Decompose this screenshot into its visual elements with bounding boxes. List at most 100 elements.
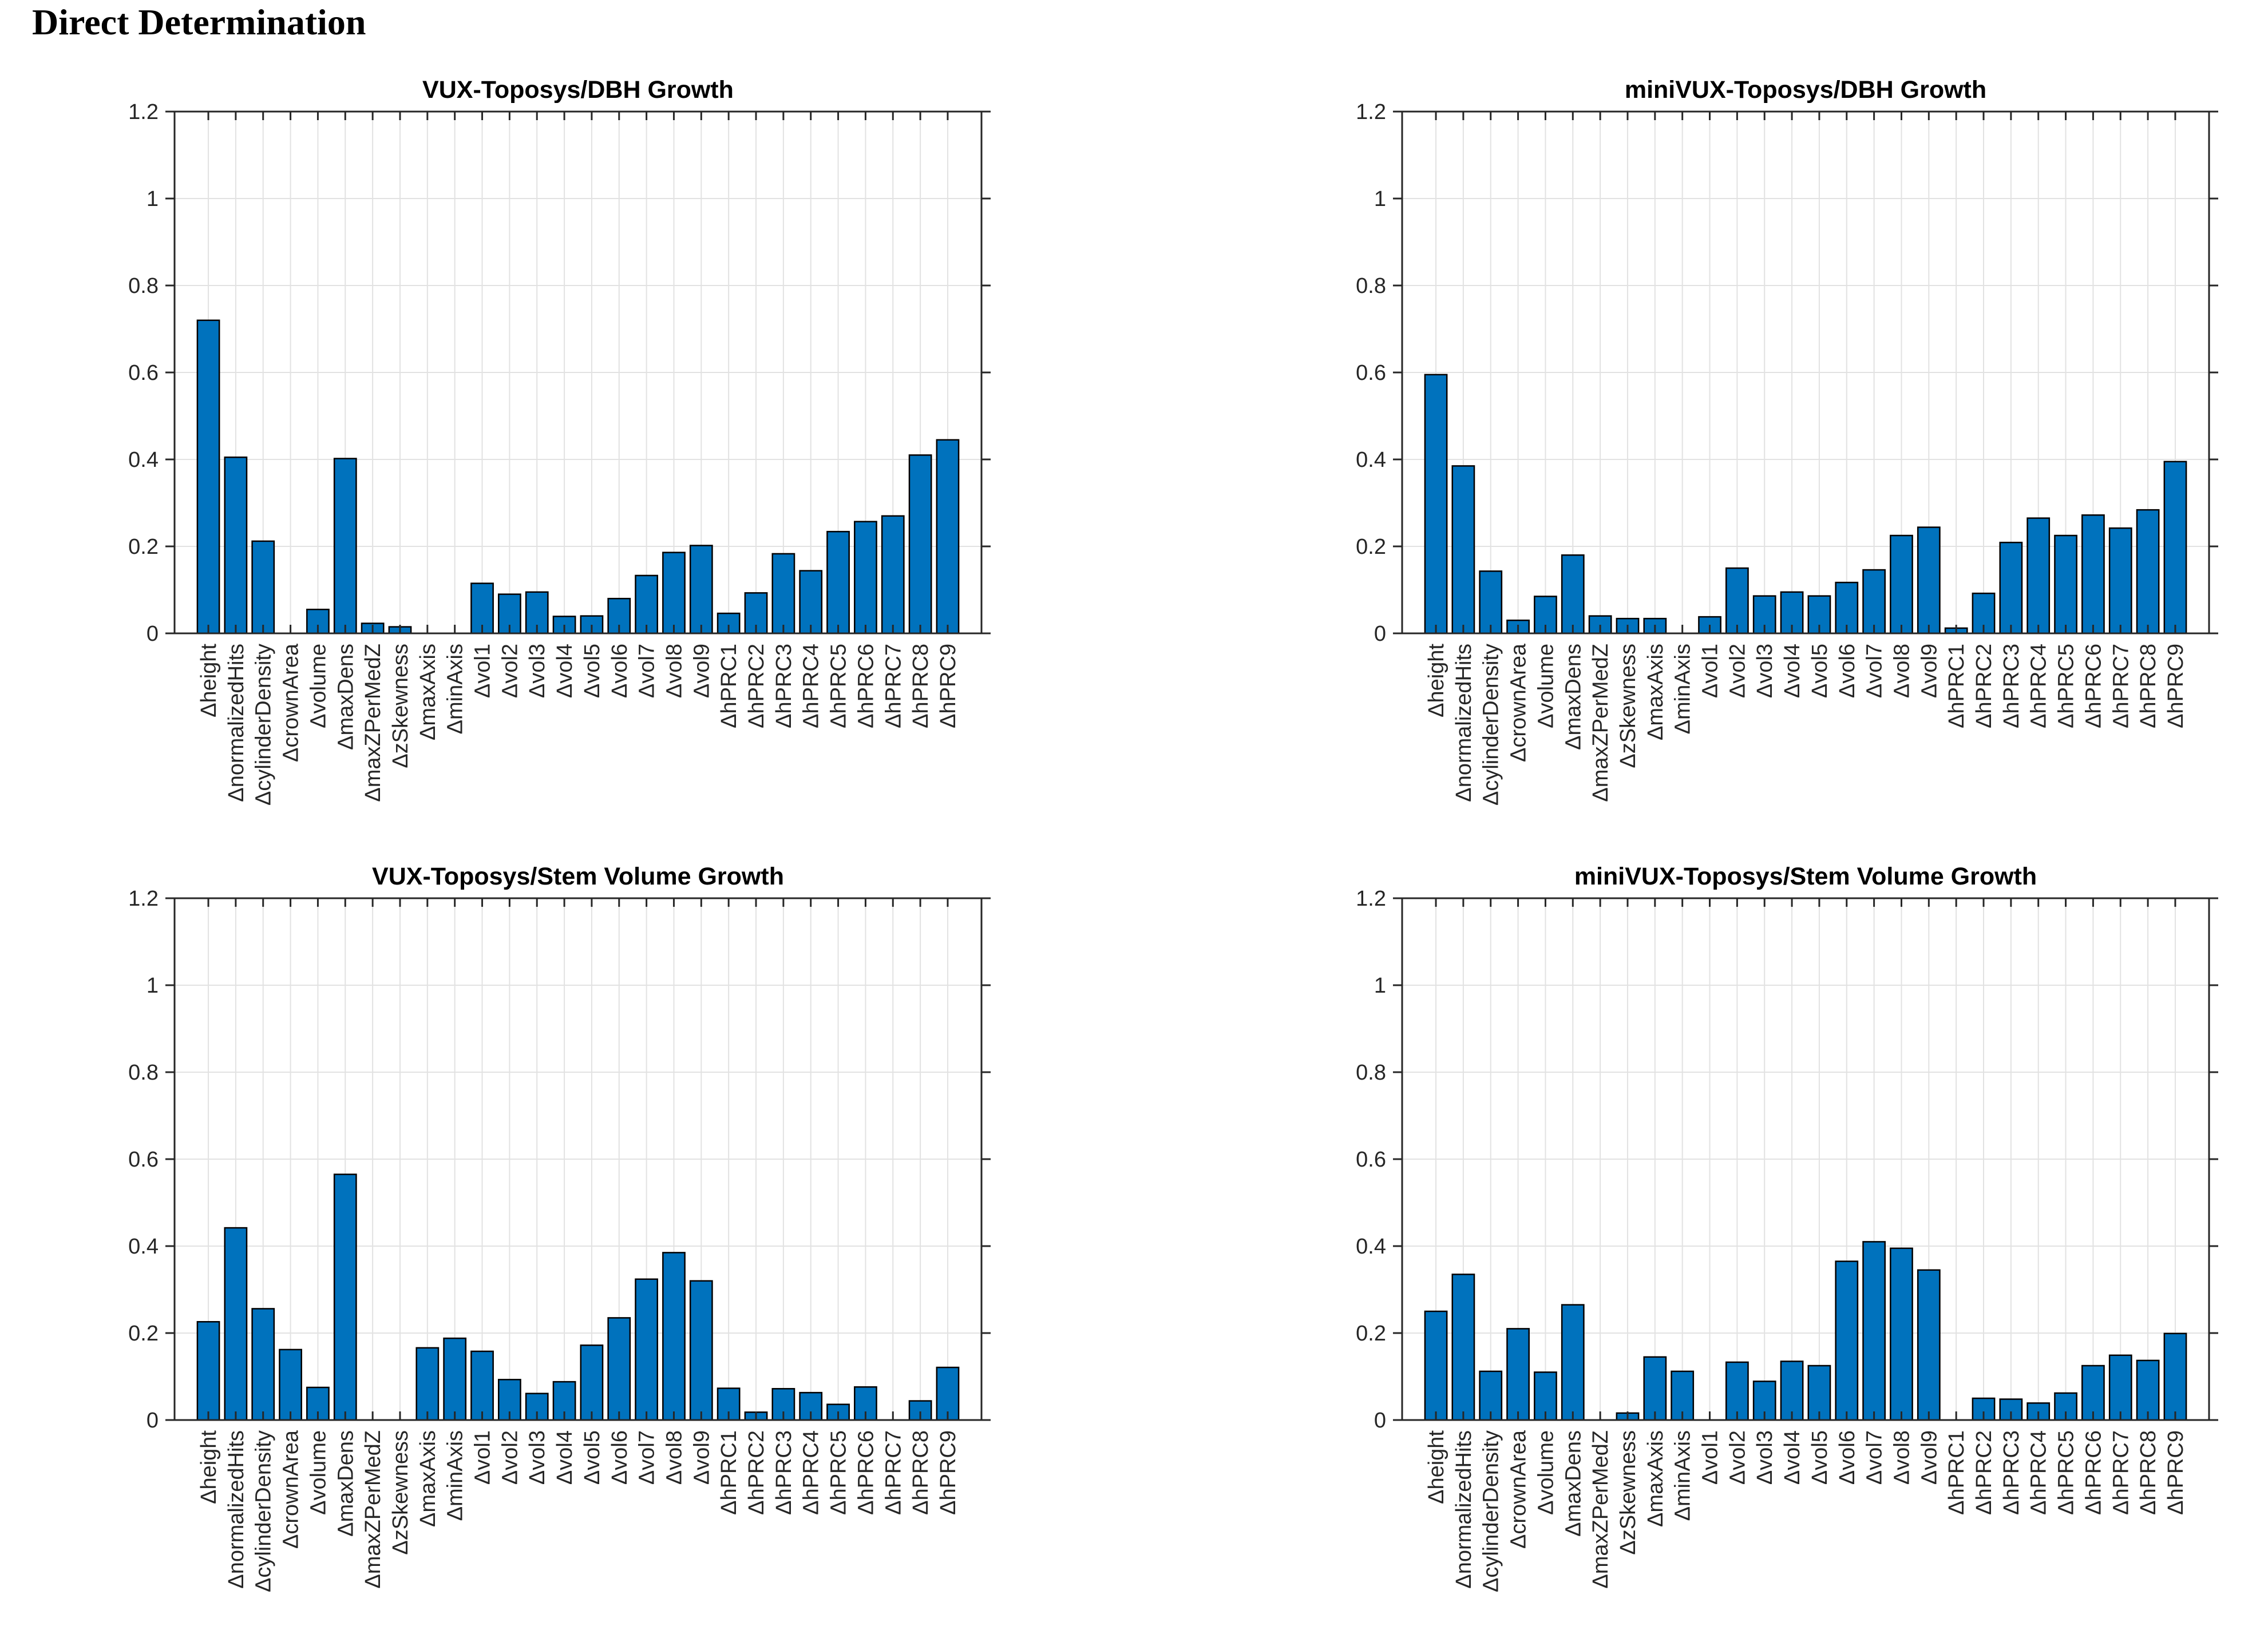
x-tick-label: Δvol6 [1835, 644, 1859, 698]
x-tick-label: Δvol2 [1725, 1430, 1750, 1485]
x-tick-label: Δvol3 [1753, 644, 1777, 698]
bar [1561, 554, 1585, 634]
x-tick-label: Δheight [1424, 644, 1448, 717]
x-tick-label: Δvol1 [471, 644, 495, 698]
y-tick-label: 0.6 [128, 1148, 159, 1172]
x-tick-label: Δheight [197, 1430, 221, 1504]
bar [470, 582, 494, 634]
x-tick-label: ΔmaxZPerMedZ [361, 644, 385, 802]
y-tick-label: 0.4 [128, 1235, 159, 1259]
bar [415, 1347, 440, 1421]
x-tick-label: ΔhPRC7 [881, 1430, 905, 1515]
bar [1643, 1356, 1667, 1421]
x-tick-label: ΔhPRC9 [2164, 644, 2188, 728]
x-tick-label: ΔcylinderDensity [1479, 1430, 1503, 1592]
y-tick-label: 0 [147, 1409, 159, 1433]
y-tick-label: 0 [1374, 622, 1386, 646]
x-tick-label: ΔhPRC1 [1945, 1430, 1969, 1515]
x-tick-label: Δvol4 [553, 644, 577, 698]
x-tick-label: ΔzSkewness [1616, 644, 1640, 768]
bar [2108, 1354, 2132, 1421]
x-tick-label: ΔhPRC6 [854, 644, 878, 728]
bar [1561, 1304, 1585, 1421]
bar [854, 521, 877, 634]
bar [1451, 465, 1475, 634]
x-tick-label: Δvol6 [608, 1430, 632, 1485]
x-tick-label: Δvol5 [1808, 644, 1832, 698]
bar [2136, 1359, 2160, 1421]
bar [2163, 461, 2187, 634]
bar [1807, 1365, 1831, 1421]
bar [826, 530, 850, 634]
bar [881, 515, 905, 634]
bar [1424, 1310, 1448, 1421]
chart-title: VUX-Toposys/Stem Volume Growth [372, 863, 784, 890]
x-tick-label: ΔhPRC7 [2109, 644, 2133, 728]
bar [635, 574, 659, 634]
bar [2054, 1392, 2077, 1421]
x-tick-label: ΔnormalizedHits [224, 1430, 248, 1589]
bar [607, 1317, 631, 1421]
x-tick-label: ΔhPRC3 [772, 1430, 796, 1515]
y-tick-label: 1 [147, 187, 159, 211]
x-tick-label: Δvol2 [498, 644, 522, 698]
bar [936, 439, 960, 634]
bar [607, 597, 631, 634]
x-tick-label: ΔhPRC2 [1972, 1430, 1996, 1515]
bar [224, 456, 248, 634]
y-tick-label: 0.6 [1356, 361, 1386, 385]
x-tick-label: ΔnormalizedHits [224, 644, 248, 802]
x-tick-label: Δvol9 [690, 1430, 714, 1485]
x-tick-label: Δvol6 [608, 644, 632, 698]
y-tick-label: 0 [147, 622, 159, 646]
y-tick-label: 0.4 [1356, 448, 1386, 472]
x-tick-label: Δvol9 [1917, 1430, 1941, 1485]
x-tick-label: Δvol7 [1863, 1430, 1887, 1485]
x-tick-label: Δvol1 [471, 1430, 495, 1485]
bar [662, 552, 686, 634]
bar [689, 545, 713, 634]
bar [196, 1320, 220, 1421]
y-tick-label: 1.2 [1356, 100, 1386, 124]
bar [470, 1350, 494, 1421]
x-tick-label: ΔhPRC8 [2136, 644, 2160, 728]
x-tick-label: Δvolume [306, 644, 330, 728]
bar [580, 1344, 604, 1421]
bar [333, 1173, 357, 1421]
y-tick-label: 0.2 [1356, 535, 1386, 559]
x-tick-label: Δvol7 [635, 644, 659, 698]
y-tick-label: 0.8 [128, 274, 159, 298]
x-tick-label: ΔhPRC6 [854, 1430, 878, 1515]
chart-title: miniVUX-Toposys/DBH Growth [1625, 76, 1986, 104]
x-tick-label: ΔcrownArea [279, 643, 303, 762]
x-tick-label: ΔnormalizedHits [1452, 644, 1476, 802]
x-tick-label: ΔmaxZPerMedZ [1589, 1430, 1613, 1589]
bar [2081, 1365, 2105, 1421]
bar [279, 1349, 302, 1421]
x-tick-label: Δvol1 [1699, 644, 1723, 698]
x-tick-label: Δvol5 [580, 644, 604, 698]
x-tick-label: ΔhPRC3 [2000, 1430, 2024, 1515]
x-tick-label: Δvol8 [662, 1430, 686, 1485]
x-tick-label: ΔcylinderDensity [252, 1430, 276, 1592]
bar [635, 1278, 659, 1421]
page-title: Direct Determination [32, 2, 366, 42]
y-tick-label: 0.4 [128, 448, 159, 472]
x-tick-label: ΔhPRC4 [2027, 644, 2051, 728]
x-tick-label: ΔhPRC8 [909, 644, 933, 728]
bar [2054, 534, 2077, 634]
y-tick-label: 0.6 [1356, 1148, 1386, 1172]
x-tick-label: Δvol8 [662, 644, 686, 698]
x-tick-label: ΔhPRC5 [2055, 644, 2079, 728]
x-tick-label: ΔhPRC6 [2081, 644, 2105, 728]
bar [1451, 1274, 1475, 1421]
x-tick-label: ΔhPRC4 [2027, 1430, 2051, 1515]
bar [497, 1379, 521, 1421]
x-tick-label: ΔhPRC6 [2081, 1430, 2105, 1515]
bar [908, 454, 932, 634]
x-tick-label: ΔmaxDens [1561, 644, 1585, 750]
bar [1862, 569, 1886, 634]
